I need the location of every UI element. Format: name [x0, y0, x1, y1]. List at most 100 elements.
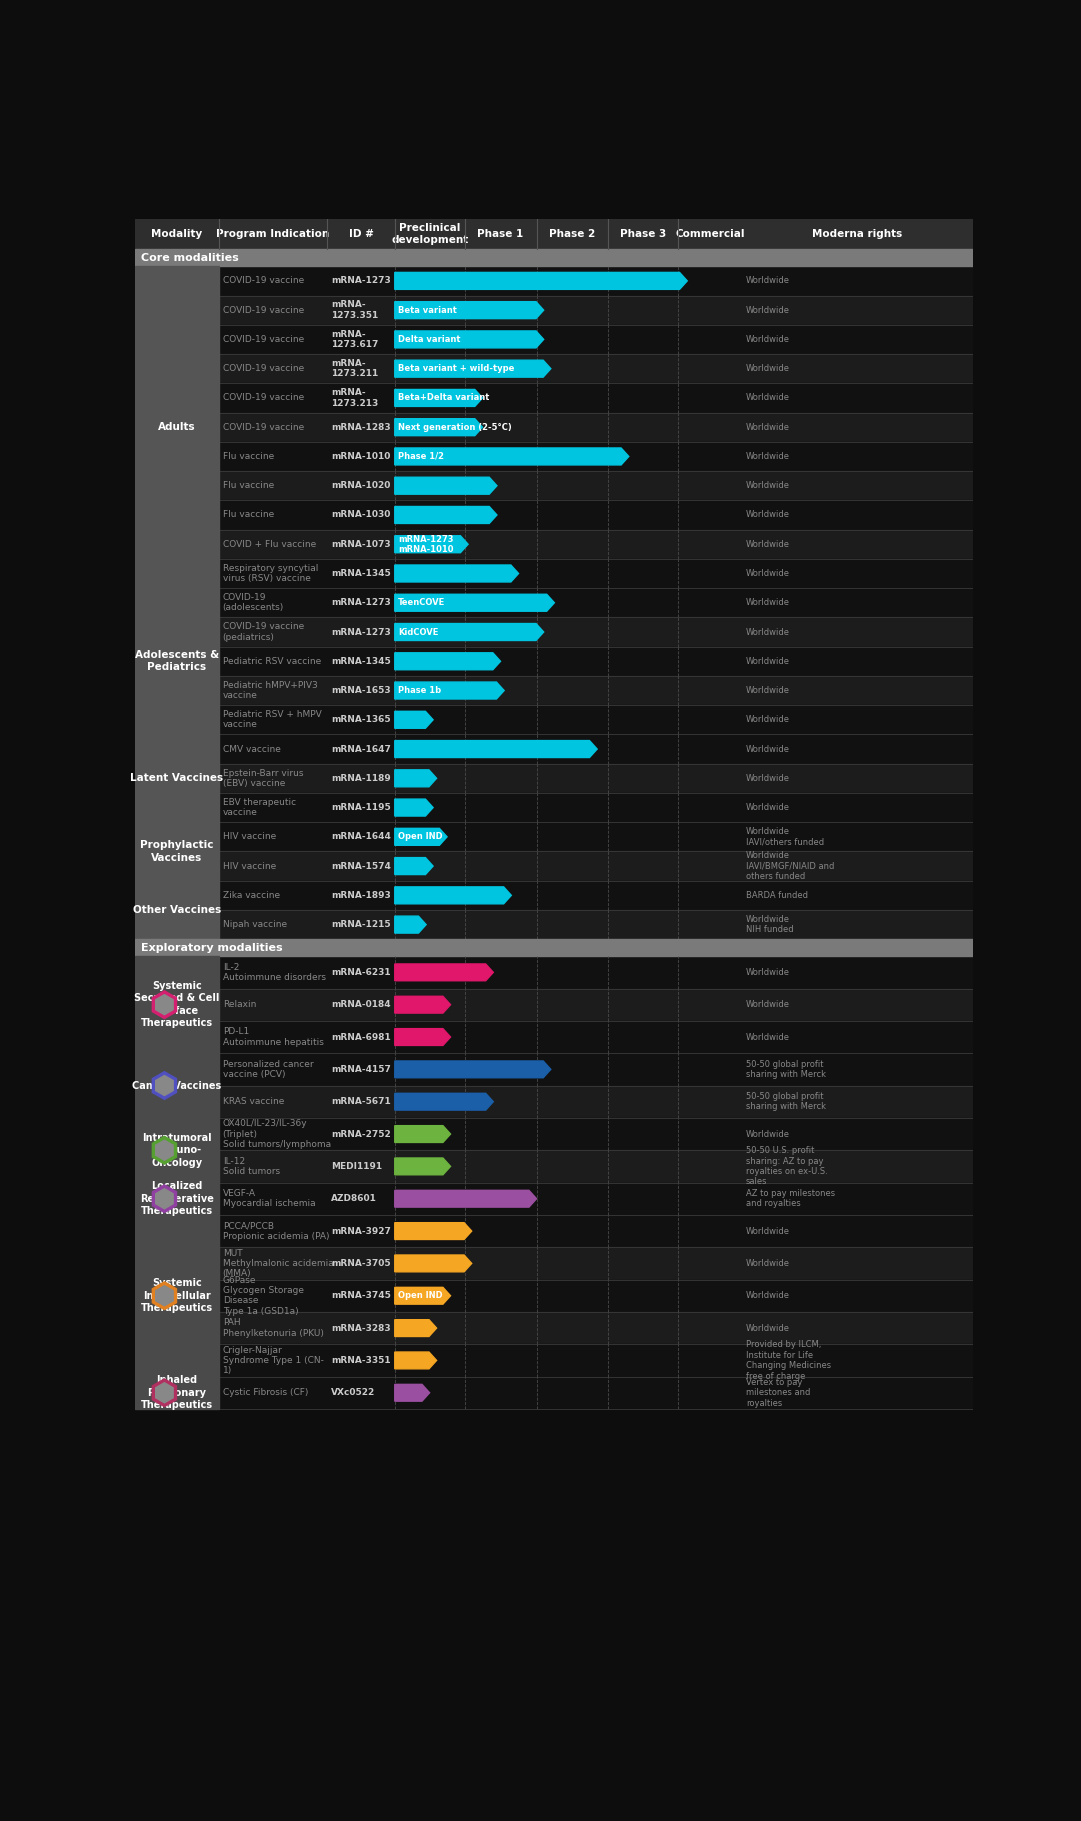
Text: mRNA-3283: mRNA-3283: [331, 1324, 391, 1333]
Polygon shape: [395, 331, 544, 348]
Text: mRNA-1273: mRNA-1273: [331, 277, 391, 286]
Polygon shape: [395, 448, 629, 464]
Polygon shape: [395, 799, 433, 816]
Text: mRNA-1574: mRNA-1574: [331, 861, 391, 870]
Text: mRNA-1647: mRNA-1647: [331, 745, 391, 754]
Polygon shape: [395, 996, 451, 1012]
Text: TeenCOVE: TeenCOVE: [398, 599, 445, 606]
Text: Worldwide: Worldwide: [746, 1258, 790, 1267]
Polygon shape: [395, 594, 555, 612]
Polygon shape: [152, 1185, 176, 1213]
Text: Flu vaccine: Flu vaccine: [223, 481, 273, 490]
Bar: [135, 1247, 973, 1280]
Text: Respiratory syncytial
virus (RSV) vaccine: Respiratory syncytial virus (RSV) vaccin…: [223, 565, 318, 583]
Text: Provided by ILCM,
Institute for Life
Changing Medicines
free of charge: Provided by ILCM, Institute for Life Cha…: [746, 1340, 831, 1380]
Polygon shape: [395, 683, 504, 699]
Text: Adolescents &
Pediatrics: Adolescents & Pediatrics: [135, 650, 219, 672]
Text: Worldwide: Worldwide: [746, 510, 790, 519]
Polygon shape: [152, 1282, 176, 1309]
Text: Worldwide: Worldwide: [746, 803, 790, 812]
Text: Worldwide: Worldwide: [746, 1291, 790, 1300]
Bar: [135, 734, 973, 763]
Bar: [135, 1280, 973, 1311]
Polygon shape: [395, 1351, 437, 1369]
Text: BARDA funded: BARDA funded: [746, 890, 808, 900]
Text: Open IND: Open IND: [398, 832, 442, 841]
Text: HIV vaccine: HIV vaccine: [223, 832, 276, 841]
Polygon shape: [395, 361, 551, 377]
Text: Delta variant: Delta variant: [398, 335, 461, 344]
Text: Adults: Adults: [158, 422, 196, 432]
Text: mRNA-1273: mRNA-1273: [331, 599, 391, 606]
Polygon shape: [395, 652, 501, 670]
Text: COVID-19 vaccine: COVID-19 vaccine: [223, 393, 304, 402]
Text: Cystic Fibrosis (CF): Cystic Fibrosis (CF): [223, 1388, 308, 1397]
Bar: [135, 1118, 218, 1182]
Bar: [135, 1151, 973, 1182]
Text: Phase 1: Phase 1: [478, 229, 523, 239]
Text: COVID-19 vaccine: COVID-19 vaccine: [223, 364, 304, 373]
Text: PD-L1
Autoimmune hepatitis: PD-L1 Autoimmune hepatitis: [223, 1027, 323, 1047]
Text: Relaxin: Relaxin: [223, 1000, 256, 1009]
Bar: [135, 443, 973, 472]
Text: Beta variant: Beta variant: [398, 306, 457, 315]
Text: Worldwide: Worldwide: [746, 657, 790, 666]
Polygon shape: [395, 770, 437, 787]
Text: HIV vaccine: HIV vaccine: [223, 861, 276, 870]
Polygon shape: [395, 712, 433, 728]
Polygon shape: [156, 1382, 173, 1402]
Text: Worldwide: Worldwide: [746, 628, 790, 637]
Text: mRNA-1893: mRNA-1893: [331, 890, 391, 900]
Polygon shape: [395, 477, 497, 493]
Bar: [135, 705, 973, 734]
Text: Preclinical
development: Preclinical development: [391, 224, 468, 244]
Polygon shape: [395, 1222, 471, 1240]
Text: Localized
Regenerative
Therapeutics: Localized Regenerative Therapeutics: [141, 1182, 214, 1216]
Polygon shape: [395, 1029, 451, 1045]
Polygon shape: [395, 1093, 493, 1111]
Bar: [135, 353, 973, 382]
Text: Intratumoral
Immuno-
Oncology: Intratumoral Immuno- Oncology: [143, 1133, 212, 1167]
Text: Systemic
Intracellular
Therapeutics: Systemic Intracellular Therapeutics: [141, 1278, 213, 1313]
Text: PCCA/PCCB
Propionic acidemia (PA): PCCA/PCCB Propionic acidemia (PA): [223, 1222, 330, 1240]
Text: EBV therapeutic
vaccine: EBV therapeutic vaccine: [223, 798, 296, 818]
Text: OX40L/IL-23/IL-36y
(Triplet)
Solid tumors/lymphoma: OX40L/IL-23/IL-36y (Triplet) Solid tumor…: [223, 1120, 331, 1149]
Bar: [135, 266, 218, 588]
Text: COVID + Flu vaccine: COVID + Flu vaccine: [223, 539, 316, 548]
Text: mRNA-0184: mRNA-0184: [331, 1000, 391, 1009]
Text: Worldwide: Worldwide: [746, 1227, 790, 1236]
Text: Worldwide: Worldwide: [746, 1033, 790, 1042]
Text: COVID-19 vaccine: COVID-19 vaccine: [223, 306, 304, 315]
Text: MUT
Methylmalonic acidemia
(MMA): MUT Methylmalonic acidemia (MMA): [223, 1249, 333, 1278]
Bar: [135, 910, 973, 940]
Bar: [135, 852, 973, 881]
Bar: [135, 1182, 973, 1215]
Text: Worldwide: Worldwide: [746, 277, 790, 286]
Text: mRNA-6231: mRNA-6231: [331, 967, 391, 976]
Text: Worldwide: Worldwide: [746, 364, 790, 373]
Bar: [135, 266, 973, 295]
Polygon shape: [395, 1287, 451, 1304]
Text: mRNA-1189: mRNA-1189: [331, 774, 391, 783]
Polygon shape: [156, 1076, 173, 1096]
Text: Worldwide: Worldwide: [746, 393, 790, 402]
Text: mRNA-
1273.351: mRNA- 1273.351: [331, 300, 378, 320]
Text: mRNA-1030: mRNA-1030: [331, 510, 390, 519]
Polygon shape: [395, 916, 426, 932]
Bar: [135, 1053, 973, 1085]
Bar: [135, 1409, 973, 1621]
Text: COVID-19 vaccine: COVID-19 vaccine: [223, 335, 304, 344]
Text: Next generation (2-5°C): Next generation (2-5°C): [398, 422, 511, 432]
Bar: [135, 530, 973, 559]
Bar: [135, 324, 973, 353]
Text: mRNA-3745: mRNA-3745: [331, 1291, 391, 1300]
Text: mRNA-
1273.211: mRNA- 1273.211: [331, 359, 378, 379]
Text: Exploratory modalities: Exploratory modalities: [142, 943, 283, 952]
Text: mRNA-1283: mRNA-1283: [331, 422, 391, 432]
Text: mRNA-3927: mRNA-3927: [331, 1227, 391, 1236]
Text: Worldwide: Worldwide: [746, 774, 790, 783]
Text: COVID-19 vaccine: COVID-19 vaccine: [223, 277, 304, 286]
Bar: [135, 1182, 218, 1215]
Text: Phase 2: Phase 2: [549, 229, 596, 239]
Text: Personalized cancer
vaccine (PCV): Personalized cancer vaccine (PCV): [223, 1060, 313, 1080]
